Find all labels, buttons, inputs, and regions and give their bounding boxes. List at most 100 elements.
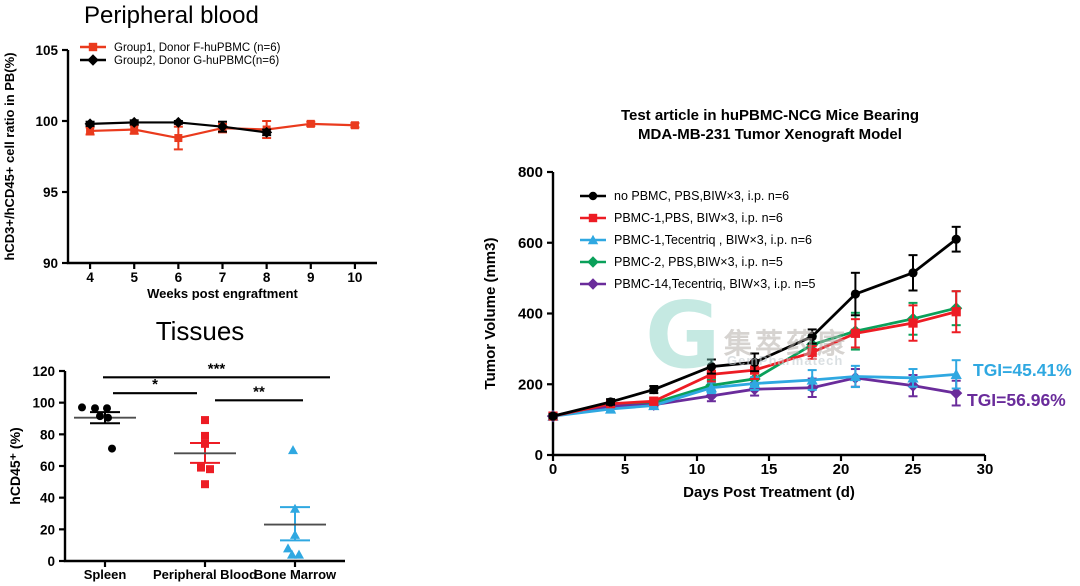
diamond-marker [705, 389, 718, 403]
y-tick-label: 90 [43, 256, 58, 271]
diamond-marker [128, 116, 140, 128]
x-tick-label: 5 [130, 270, 138, 285]
data-point [287, 549, 297, 559]
x-tick-label: 6 [175, 270, 183, 285]
circle-marker [606, 397, 616, 407]
tissues-title: Tissues [155, 316, 245, 346]
diamond-marker [84, 118, 96, 130]
data-point [201, 416, 209, 425]
y-tick-label: 40 [40, 491, 55, 506]
circle-marker [706, 361, 716, 372]
data-point [104, 413, 112, 422]
tgi-annotation: TGI=56.96% [967, 390, 1066, 410]
circle-marker [548, 411, 558, 421]
circle-marker [951, 234, 961, 244]
data-point [108, 444, 116, 453]
y-tick-label: 60 [40, 459, 55, 474]
data-point [206, 465, 214, 474]
data-point [201, 480, 209, 489]
y-tick-label: 800 [518, 164, 543, 181]
y-tick-label: 100 [35, 114, 58, 129]
category-label: Spleen [84, 567, 127, 582]
legend-item-label: no PBMC, PBS,BIW×3, i.p. n=6 [614, 189, 789, 203]
triangle-marker [705, 382, 717, 393]
x-tick-label: 5 [621, 461, 629, 478]
y-tick-label: 100 [32, 396, 55, 411]
legend-item-label: PBMC-2, PBS,BIW×3, i.p. n=5 [614, 255, 783, 269]
legend-item-label: PBMC-14,Tecentriq, BIW×3, i.p. n=5 [614, 277, 816, 291]
category-label: Peripheral Blood [153, 567, 257, 582]
data-point [201, 431, 209, 440]
peripheral-blood-title: Peripheral blood [84, 2, 259, 29]
diamond-marker [172, 116, 184, 128]
y-axis-label: hCD3+/hCD45+ cell ratio in PB(%) [2, 52, 17, 260]
square-marker [86, 126, 95, 135]
y-tick-label: 0 [535, 447, 543, 464]
y-tick-label: 400 [518, 306, 543, 323]
category-label: Bone Marrow [254, 567, 337, 582]
circle-marker [807, 331, 817, 342]
x-tick-label: 30 [977, 461, 994, 478]
axis-lines [66, 50, 377, 265]
circle-marker [850, 289, 860, 299]
square-marker [350, 121, 359, 130]
triangle-marker [849, 370, 861, 382]
data-point [197, 463, 205, 472]
data-point [290, 529, 300, 539]
x-tick-label: 9 [307, 270, 315, 285]
x-tick-label: 20 [833, 461, 850, 478]
y-tick-label: 105 [35, 43, 58, 58]
circle-marker [588, 191, 598, 201]
triangle-marker [749, 377, 761, 389]
circle-marker [908, 268, 918, 278]
legend-item-label: Group1, Donor F-huPBMC (n=6) [114, 42, 281, 54]
y-tick-label: 200 [518, 376, 543, 393]
diamond-marker [261, 126, 273, 138]
diamond-marker [587, 256, 599, 268]
square-marker [174, 134, 183, 143]
diamond-marker [87, 54, 99, 66]
triangle-marker [605, 403, 617, 414]
y-tick-label: 0 [47, 554, 55, 569]
data-point [283, 543, 293, 553]
x-tick-label: 7 [219, 270, 227, 285]
square-marker [908, 318, 918, 328]
data-point [96, 412, 104, 421]
data-point [290, 503, 300, 513]
square-marker [850, 328, 860, 338]
tgi-annotation: TGI=45.41% [973, 360, 1072, 380]
significance-stars: * [152, 376, 158, 393]
x-tick-label: 10 [347, 270, 362, 285]
square-marker [306, 119, 315, 128]
tissues-chart: 0 20 40 60 80 100 120 hCD45⁺ (%) Spleen Periphera… [7, 360, 345, 582]
triangle-marker [806, 374, 818, 385]
peripheral-blood-chart: 90 95 100 105 4 5 6 7 8 9 10 Weeks post engraftment… [2, 42, 377, 300]
legend-item-label: Group2, Donor G-huPBMC(n=6) [114, 55, 279, 67]
x-tick-label: 0 [549, 461, 557, 478]
legend-item-label: PBMC-1,PBS, BIW×3, i.p. n=6 [614, 211, 783, 225]
data-point [78, 403, 86, 412]
square-marker [130, 125, 139, 134]
x-axis-label: Weeks post engraftment [147, 286, 298, 300]
triangle-marker [950, 368, 962, 379]
circle-marker [649, 384, 659, 395]
y-axis-label: hCD45⁺ (%) [7, 427, 23, 504]
significance-stars: *** [208, 360, 226, 377]
square-marker [588, 213, 598, 223]
circle-marker [750, 357, 760, 367]
xenograft-title-line1: Test article in huPBMC-NCG Mice Bearing [620, 107, 920, 124]
data-point [91, 404, 99, 413]
xenograft-chart: 0 200 400 600 800 0 5 10 15 20 25 30 Days Post Treat… [482, 164, 1072, 500]
x-tick-label: 25 [905, 461, 922, 478]
diamond-marker [217, 121, 228, 133]
data-point [288, 445, 298, 455]
xenograft-title-line2: MDA-MB-231 Tumor Xenograft Model [638, 126, 902, 143]
square-marker [649, 396, 659, 406]
y-tick-label: 120 [32, 364, 55, 379]
x-tick-label: 8 [263, 270, 271, 285]
x-tick-label: 4 [86, 270, 94, 285]
diamond-marker [950, 386, 963, 400]
diamond-marker [806, 338, 819, 351]
x-tick-label: 10 [689, 461, 706, 478]
